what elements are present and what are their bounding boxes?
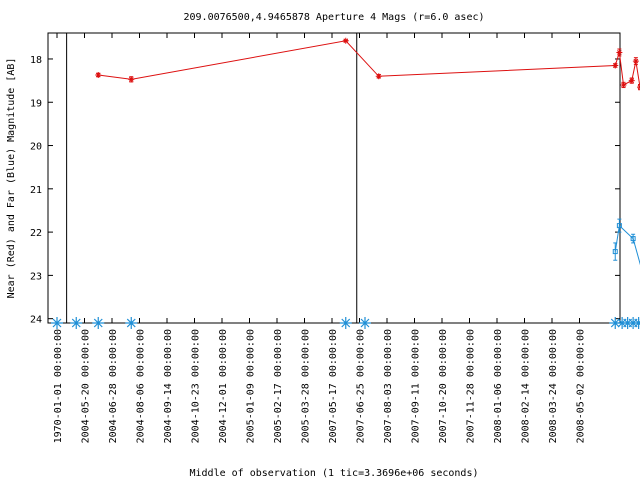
- data-point: [612, 249, 618, 255]
- x-tick-label: 2004-05-20 00:00:00: [81, 329, 92, 443]
- series-0-line: [98, 40, 640, 88]
- nondetection-marker: [339, 317, 352, 329]
- x-tick-label: 2008-02-14 00:00:00: [521, 329, 532, 443]
- y-tick-label: 22: [30, 228, 42, 239]
- x-tick-label: 2005-01-09 00:00:00: [246, 329, 257, 443]
- nondetection-marker: [125, 317, 138, 329]
- x-axis-label: Middle of observation (1 tic=3.3696e+06 …: [190, 468, 479, 479]
- x-tick-label: 2008-05-02 00:00:00: [576, 329, 587, 443]
- data-point: [95, 71, 102, 78]
- x-tick-label: 1970-01-01 00:00:00: [53, 329, 64, 443]
- x-tick-label: 2008-03-24 00:00:00: [548, 329, 559, 443]
- y-tick-label: 24: [30, 315, 42, 326]
- data-point: [632, 58, 639, 65]
- x-tick-label: 2004-09-14 00:00:00: [163, 329, 174, 443]
- x-tick-label: 2005-02-17 00:00:00: [273, 329, 284, 443]
- data-point: [128, 76, 135, 83]
- y-axis-label: Near (Red) and Far (Blue) Magnitude [AB]: [6, 58, 17, 299]
- nondetection-marker: [359, 317, 371, 329]
- x-tick-label: 2007-08-03 00:00:00: [383, 329, 394, 443]
- x-tick-label: 2007-11-28 00:00:00: [466, 329, 477, 443]
- nondetection-marker: [92, 317, 105, 329]
- chart-marks: 18 19 20 21 22 23 24 1970-01-01 00:00:00 2004-05…: [30, 33, 640, 443]
- x-tick-label: 2004-10-23 00:00:00: [191, 329, 202, 443]
- nondetection-marker: [609, 317, 622, 329]
- x-tick-label: 2007-09-11 00:00:00: [411, 329, 422, 443]
- x-tick-label: 2007-05-17 00:00:00: [328, 329, 339, 443]
- x-tick-label: 2004-08-06 00:00:00: [136, 329, 147, 443]
- data-point: [620, 81, 627, 88]
- plot-area: [47, 32, 621, 324]
- data-point: [630, 236, 636, 242]
- x-tick-label: 2007-10-20 00:00:00: [438, 329, 449, 443]
- data-point: [375, 73, 382, 80]
- data-point: [616, 49, 623, 56]
- nondetection-marker: [51, 317, 63, 329]
- x-tick-label: 2004-06-28 00:00:00: [108, 329, 119, 443]
- nondetection-marker: [70, 317, 83, 329]
- x-tick-label: 2004-12-01 00:00:00: [218, 329, 229, 443]
- x-tick-label: 2005-03-28 00:00:00: [301, 329, 312, 443]
- y-tick-label: 19: [30, 98, 42, 109]
- x-tick-label: 2007-06-25 00:00:00: [356, 329, 367, 443]
- y-tick-label: 18: [30, 55, 42, 66]
- data-point: [612, 62, 619, 69]
- data-point: [628, 77, 635, 84]
- series-1-line: [614, 224, 640, 266]
- x-tick-label: 2008-01-06 00:00:00: [493, 329, 504, 443]
- y-tick-label: 21: [30, 185, 42, 196]
- y-tick-label: 20: [30, 142, 42, 153]
- chart-title: 209.0076500,4.9465878 Aperture 4 Mags (r…: [183, 12, 484, 23]
- data-point: [342, 37, 349, 44]
- data-point: [616, 223, 622, 229]
- y-tick-label: 23: [30, 271, 42, 282]
